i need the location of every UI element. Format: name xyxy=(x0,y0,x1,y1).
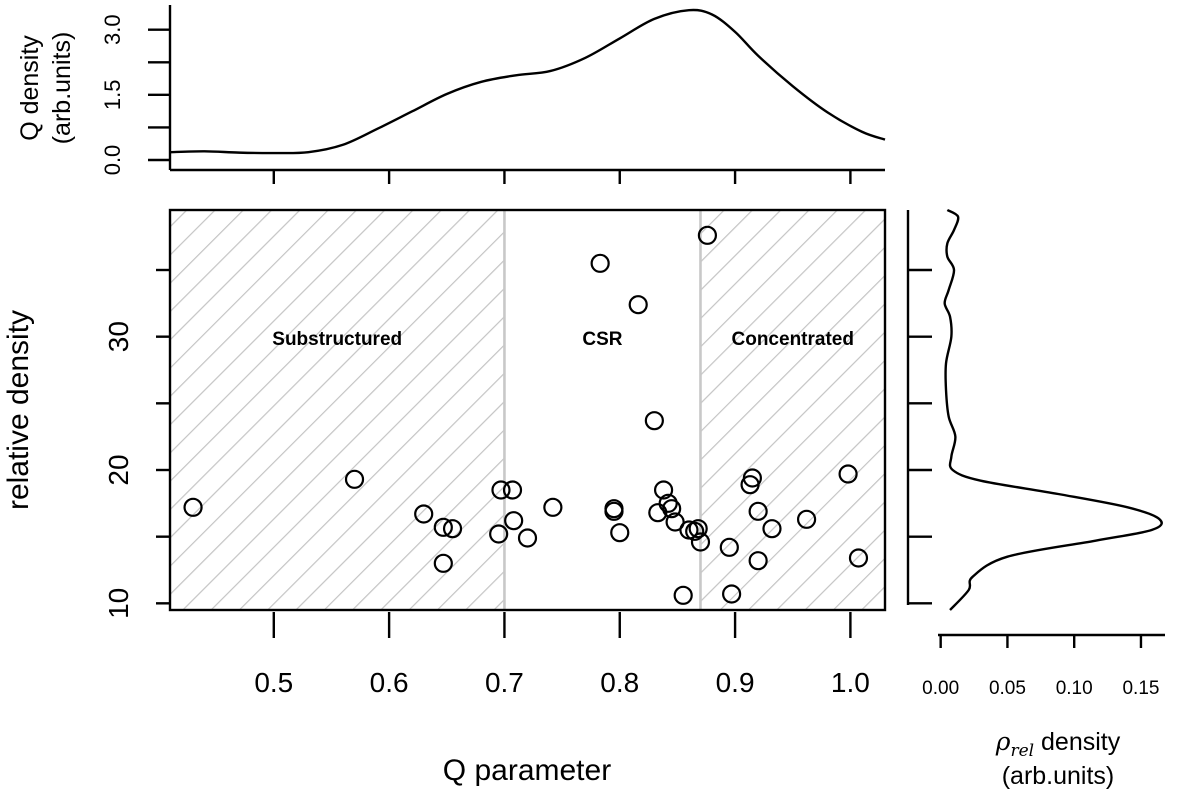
side-x-axis-title-line2: (arb.units) xyxy=(1002,762,1115,790)
y-tick-label: 10 xyxy=(103,588,134,619)
scatter-point xyxy=(543,497,563,517)
region-label-substructured: Substructured xyxy=(272,329,402,350)
top-y-axis-title-line2: (arb.units) xyxy=(48,32,76,145)
scatter-point xyxy=(517,528,538,548)
scatter-point xyxy=(491,480,511,500)
scatter-point xyxy=(742,468,762,488)
scatter-point xyxy=(796,509,817,529)
top-density-curve xyxy=(169,8,886,155)
side-density-panel: 0.00 0.05 0.10 0.15 ρrel density (arb.units… xyxy=(906,208,1165,790)
region-substructured xyxy=(170,210,505,610)
scatter-point xyxy=(502,480,523,500)
scatter-point xyxy=(719,537,739,557)
x-tick-label: 0.5 xyxy=(254,667,293,698)
scatter-point xyxy=(653,480,674,500)
scatter-point xyxy=(610,523,630,543)
scatter-point xyxy=(673,585,693,605)
scatter-point xyxy=(748,551,768,571)
region-label-csr: CSR xyxy=(582,329,622,350)
scatter-point xyxy=(658,493,678,513)
scatter-point xyxy=(628,295,648,315)
side-x-tick-label: 0.15 xyxy=(1122,678,1159,699)
scatter-point xyxy=(838,464,858,484)
scatter-point xyxy=(644,411,664,431)
scatter-point xyxy=(690,532,711,552)
scatter-point xyxy=(489,524,509,544)
side-ticks: 0.00 0.05 0.10 0.15 xyxy=(908,268,1159,699)
scatter-point xyxy=(665,512,685,532)
scatter-point xyxy=(685,521,705,541)
scatter-point xyxy=(442,519,463,539)
side-x-axis-title-rest: density xyxy=(1034,728,1121,756)
scatter-point xyxy=(433,553,453,573)
scatter-point xyxy=(662,499,682,519)
top-y-tick-label: 3.0 xyxy=(100,14,125,45)
x-tick-label: 1.0 xyxy=(831,667,870,698)
side-density-curve xyxy=(943,208,1163,611)
main-scatter-panel: Substructured CSR Concentrated 0.5 0.6 0.7… xyxy=(2,208,887,787)
x-axis-title: Q parameter xyxy=(443,754,611,787)
rho-subscript: rel xyxy=(1010,741,1034,761)
top-density-panel: 0.0 1.5 3.0 Q density (arb.units) xyxy=(16,5,886,184)
x-tick-label: 0.9 xyxy=(716,667,755,698)
x-tick-label: 0.8 xyxy=(600,667,639,698)
side-x-tick-label: 0.10 xyxy=(1056,678,1093,699)
scatter-point xyxy=(762,519,782,539)
scatter-point xyxy=(414,504,434,524)
y-tick-label: 30 xyxy=(103,321,134,352)
rho-symbol: ρ xyxy=(995,727,1011,756)
y-axis-title: relative density xyxy=(2,310,35,510)
scatter-point xyxy=(504,511,524,531)
scatter-point xyxy=(433,517,453,537)
scatter-point xyxy=(722,584,742,604)
region-concentrated xyxy=(700,210,885,610)
scatter-point xyxy=(688,519,708,539)
side-x-tick-label: 0.00 xyxy=(922,678,959,699)
scatter-point xyxy=(848,548,869,568)
main-plot-frame xyxy=(168,208,887,612)
scatter-point xyxy=(697,225,718,245)
top-y-tick-label: 1.5 xyxy=(100,80,125,111)
x-tick-label: 0.7 xyxy=(485,667,524,698)
scatter-points xyxy=(183,225,869,605)
y-tick-label: 20 xyxy=(103,454,134,485)
region-label-concentrated: Concentrated xyxy=(732,329,854,350)
side-x-axis-title-line1: ρrel density xyxy=(995,727,1121,761)
side-x-tick-label: 0.05 xyxy=(989,678,1026,699)
scatter-point xyxy=(590,253,610,273)
scatter-point xyxy=(183,497,203,517)
top-ticks: 0.0 1.5 3.0 xyxy=(100,14,852,184)
main-ticks: 0.5 0.6 0.7 0.8 0.9 1.0 10 20 30 xyxy=(103,268,870,698)
top-y-tick-label: 0.0 xyxy=(100,145,125,176)
x-tick-label: 0.6 xyxy=(370,667,409,698)
scatter-point xyxy=(748,501,768,521)
top-y-axis-title-line1: Q density xyxy=(16,35,44,141)
scatter-point xyxy=(604,501,624,521)
scatter-point xyxy=(344,469,365,489)
